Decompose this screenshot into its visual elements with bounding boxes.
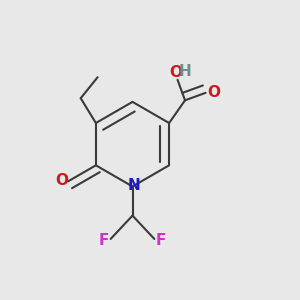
Text: F: F [99, 233, 110, 248]
Text: H: H [178, 64, 191, 79]
Text: O: O [55, 173, 68, 188]
Text: O: O [207, 85, 220, 100]
Text: F: F [156, 233, 166, 248]
Text: N: N [127, 178, 140, 193]
Text: O: O [169, 65, 183, 80]
